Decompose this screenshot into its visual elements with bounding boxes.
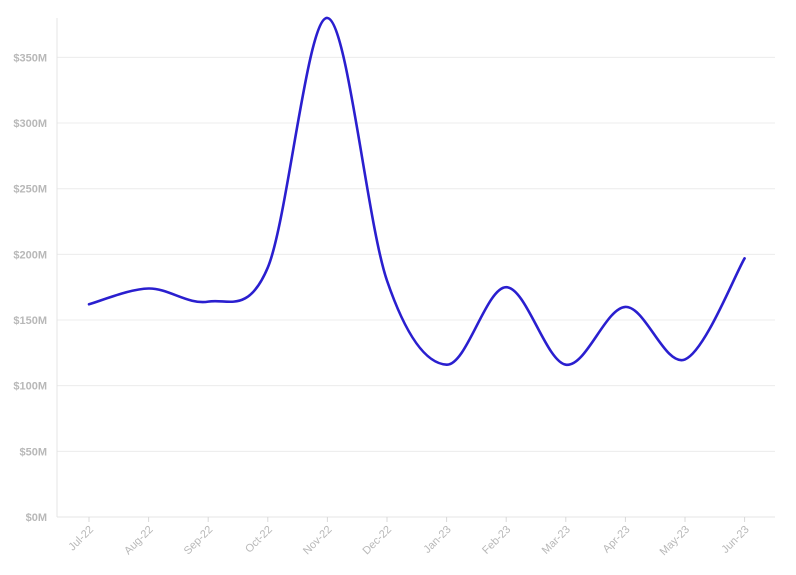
axes [56,18,775,522]
y-axis-tick-labels: $0M $50M $100M $150M $200M $250M $300M $350M [13,52,47,524]
grid-lines [57,56,775,452]
y-tick-label: $350M [13,52,47,64]
x-tick-label: Jul-22 [66,524,96,554]
series-line [87,16,746,366]
y-tick-label: $0M [26,512,47,524]
x-tick-label: Sep-22 [182,524,216,558]
x-tick-label: Apr-23 [601,524,633,556]
series-lines [87,16,746,366]
x-axis-tick-labels: Jul-22 Aug-22 Sep-22 Oct-22 Nov-22 Dec-22 Jan-… [66,524,751,558]
y-tick-label: $200M [13,249,47,261]
y-tick-label: $50M [19,446,47,458]
x-tick-label: Aug-22 [122,524,156,558]
x-tick-label: Oct-22 [243,524,275,556]
x-tick-label: May-23 [658,524,692,558]
x-tick-label: Feb-23 [480,524,513,557]
x-tick-label: Jan-23 [421,524,453,556]
x-tick-label: Jun-23 [719,524,751,556]
x-tick-label: Mar-23 [540,524,573,557]
y-tick-label: $100M [13,381,47,393]
x-tick-label: Nov-22 [301,524,335,558]
y-tick-label: $250M [13,184,47,196]
x-tick-label: Dec-22 [361,524,395,558]
y-tick-label: $300M [13,118,47,130]
y-tick-label: $150M [13,315,47,327]
